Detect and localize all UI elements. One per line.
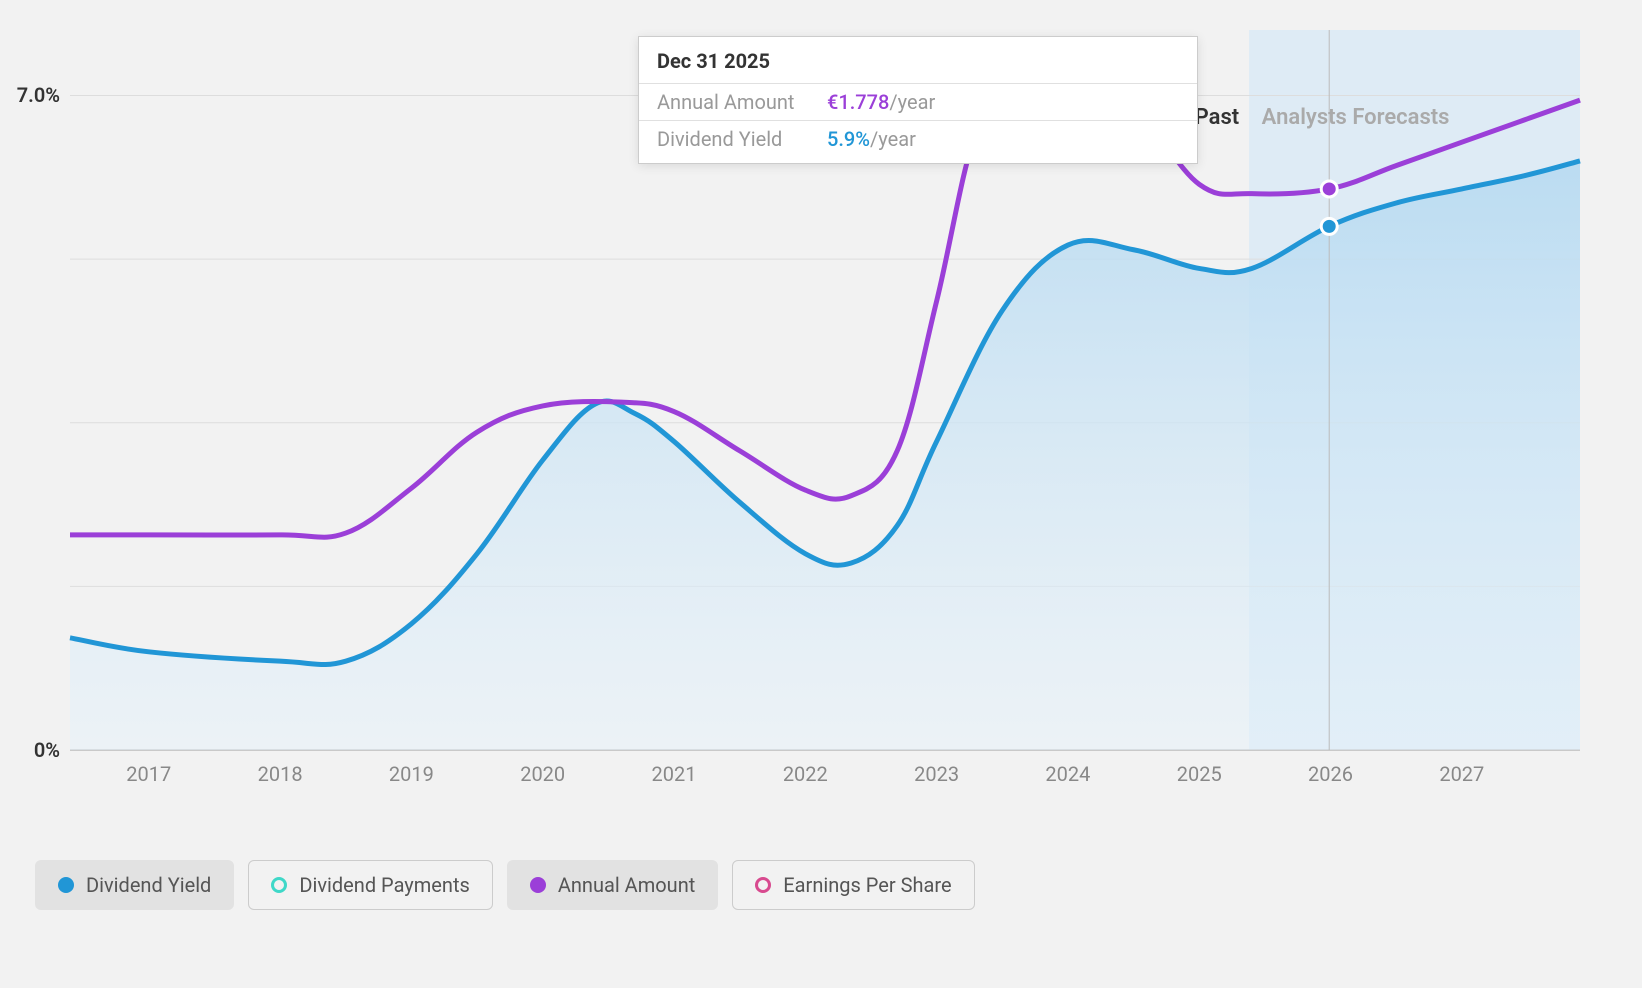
forecast-region-label: Analysts Forecasts [1262,105,1450,130]
legend-item-earnings-per-share[interactable]: Earnings Per Share [732,860,974,910]
tooltip-row: Dividend Yield5.9%/year [639,121,1197,163]
x-axis-tick-label: 2019 [389,762,434,786]
past-region-label: Past [1195,105,1240,130]
tooltip-row: Annual Amount€1.778/year [639,84,1197,121]
x-axis-tick-label: 2020 [520,762,565,786]
x-axis-tick-label: 2027 [1439,762,1484,786]
tooltip-row-label: Annual Amount [657,90,827,114]
x-axis-tick-label: 2025 [1177,762,1222,786]
tooltip-row-unit: /year [870,127,916,151]
legend-item-label: Dividend Payments [299,873,469,897]
y-axis-tick-label: 0% [0,738,60,762]
x-axis-tick-label: 2018 [258,762,303,786]
legend-marker-icon [271,877,287,893]
annual-amount-marker [1321,181,1337,197]
chart-legend: Dividend Yield Dividend Payments Annual Am… [35,860,975,910]
legend-item-label: Dividend Yield [86,873,211,897]
dividend-chart-container: 0% 7.0% 2017 2018 2019 2020 2021 2022 2023 2024 2… [0,0,1642,988]
y-axis-tick-label: 7.0% [0,83,60,107]
legend-item-label: Earnings Per Share [783,873,951,897]
legend-item-annual-amount[interactable]: Annual Amount [507,860,718,910]
x-axis-tick-label: 2023 [914,762,959,786]
legend-marker-icon [530,877,546,893]
x-axis-tick-label: 2026 [1308,762,1353,786]
hover-tooltip: Dec 31 2025 Annual Amount€1.778/yearDivi… [638,36,1198,164]
tooltip-row-unit: /year [889,90,935,114]
x-axis-tick-label: 2024 [1045,762,1090,786]
tooltip-row-value: 5.9% [827,127,870,151]
tooltip-row-value: €1.778 [827,90,889,114]
x-axis-tick-label: 2021 [652,762,697,786]
legend-marker-icon [755,877,771,893]
tooltip-row-label: Dividend Yield [657,127,827,151]
legend-item-label: Annual Amount [558,873,695,897]
legend-item-dividend-yield[interactable]: Dividend Yield [35,860,234,910]
dividend-yield-marker [1321,218,1337,234]
tooltip-date: Dec 31 2025 [639,37,1197,84]
x-axis-tick-label: 2017 [126,762,171,786]
legend-item-dividend-payments[interactable]: Dividend Payments [248,860,492,910]
legend-marker-icon [58,877,74,893]
x-axis-tick-label: 2022 [783,762,828,786]
